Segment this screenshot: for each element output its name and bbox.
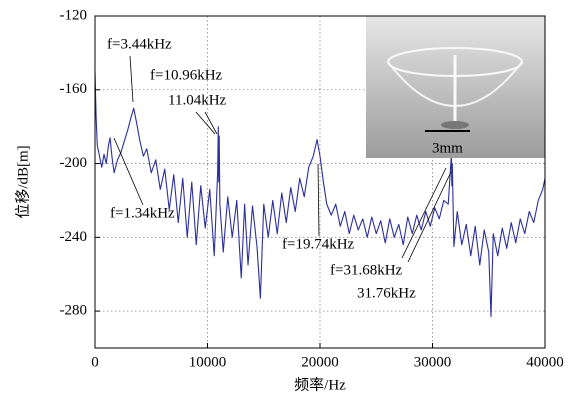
y-axis-label: 位移/dB[m] — [14, 145, 31, 218]
x-tick-label: 40000 — [526, 354, 564, 370]
x-tick-label: 30000 — [414, 354, 452, 370]
x-tick-label: 10000 — [189, 354, 227, 370]
x-tick-label: 20000 — [301, 354, 339, 370]
x-tick-label: 0 — [91, 354, 99, 370]
y-tick-label: -240 — [60, 229, 88, 245]
annotation: 31.76kHz — [357, 285, 416, 301]
annotation: f=31.68kHz — [330, 262, 403, 278]
y-tick-label: -120 — [60, 7, 88, 23]
spectrum-line — [94, 71, 546, 318]
annotation: f=1.34kHz — [110, 205, 175, 221]
x-axis-label: 频率/Hz — [294, 376, 346, 393]
annotation: 11.04kHz — [168, 92, 227, 108]
annotation-arrows — [113, 55, 452, 263]
y-tick-label: -280 — [60, 303, 88, 319]
annotation: f=3.44kHz — [107, 36, 172, 52]
plot-frame — [94, 15, 546, 349]
inset-label: 3mm — [432, 140, 463, 156]
inset-photo: 3mm — [366, 16, 545, 158]
annotation: f=10.96kHz — [150, 67, 223, 83]
annotation: f=19.74kHz — [282, 236, 355, 252]
y-tick-label: -160 — [60, 81, 88, 97]
y-tick-label: -200 — [60, 155, 88, 171]
